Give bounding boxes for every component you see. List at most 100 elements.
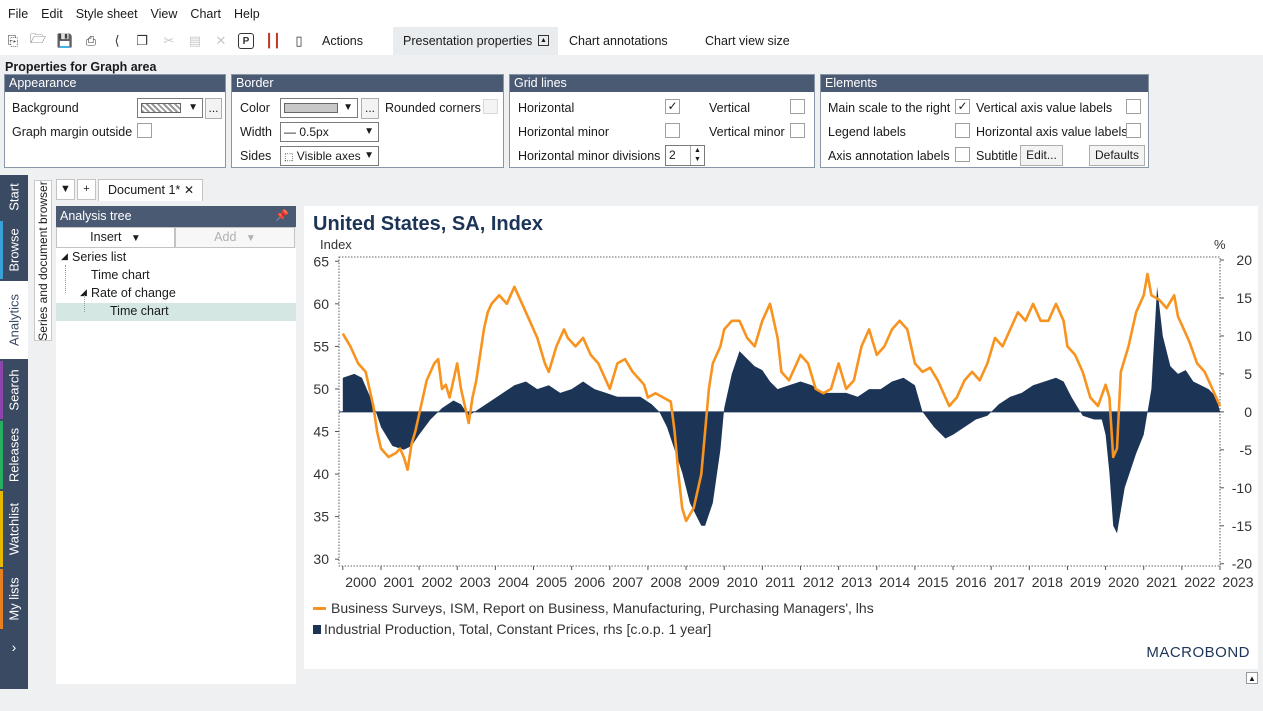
tree-item-rate-of-change[interactable]: Rate of change <box>91 286 176 300</box>
vertical-checkbox[interactable] <box>790 99 805 114</box>
menu-file[interactable]: File <box>8 6 29 21</box>
menu-view[interactable]: View <box>150 6 178 21</box>
sides-icon: ⬚ <box>284 152 294 163</box>
pin-icon[interactable]: 📌 <box>275 210 289 222</box>
border-sides-combo[interactable]: ⬚ Visible axes ▼ <box>280 146 379 166</box>
collapse-triangle-icon[interactable]: ◢ <box>61 251 68 261</box>
horizontal-value-labels-label: Horizontal axis value labels <box>976 125 1128 139</box>
border-color-more-button[interactable]: ... <box>361 98 379 119</box>
cut-icon[interactable]: ✂ <box>163 33 175 48</box>
subtitle-label: Subtitle <box>976 149 1018 163</box>
x-tick-label: 2008 <box>650 574 681 590</box>
rounded-corners-checkbox[interactable] <box>483 99 498 114</box>
new-document-icon[interactable]: ⎘ <box>7 33 19 48</box>
tree-item-time-chart-2[interactable]: Time chart <box>110 304 169 318</box>
collapse-icon[interactable]: ▲ <box>538 35 549 46</box>
tab-list-dropdown[interactable]: ▼ <box>56 179 75 200</box>
nav-browse[interactable]: Browse <box>0 221 28 279</box>
background-more-button[interactable]: ... <box>205 98 222 119</box>
main-scale-checkbox[interactable]: ✓ <box>955 99 970 114</box>
series-document-browser-tab[interactable]: Series and document browser <box>34 180 52 341</box>
analysis-tree-title: Analysis tree <box>60 209 132 223</box>
horizontal-checkbox[interactable]: ✓ <box>665 99 680 114</box>
right-tick-label: 20 <box>1236 252 1252 268</box>
elements-header: Elements <box>821 75 1148 92</box>
document-tab[interactable]: Document 1* ✕ <box>98 179 203 201</box>
edit-button[interactable]: Edit... <box>1020 145 1063 166</box>
page-size-icon[interactable]: ▯ <box>295 33 303 48</box>
axis-annotation-label: Axis annotation labels <box>828 149 950 163</box>
right-tick-label: 15 <box>1236 290 1252 306</box>
background-combo[interactable]: ▼ <box>137 98 203 118</box>
presentation-mode-icon[interactable]: P <box>238 33 254 49</box>
add-button[interactable]: Add ▼ <box>175 227 295 248</box>
legend-line-swatch <box>313 606 326 610</box>
print-icon[interactable]: ⎙ <box>85 33 97 48</box>
expand-nav-icon[interactable]: › <box>11 639 17 655</box>
minor-divisions-spinner[interactable]: 2 ▲ ▼ <box>665 145 705 166</box>
border-color-combo[interactable]: ▼ <box>280 98 358 118</box>
tree-item-series-list[interactable]: Series list <box>72 250 127 264</box>
axis-annotation-checkbox[interactable] <box>955 147 970 162</box>
border-width-combo[interactable]: — 0.5px ▼ <box>280 122 379 142</box>
legend-labels-checkbox[interactable] <box>955 123 970 138</box>
graph-margin-checkbox[interactable] <box>137 123 152 138</box>
tab-presentation-properties[interactable]: Presentation properties ▲ <box>393 27 558 55</box>
defaults-button[interactable]: Defaults <box>1089 145 1145 166</box>
tree-connector <box>65 265 66 293</box>
share-icon[interactable]: ⟨ <box>114 33 120 48</box>
menu-help[interactable]: Help <box>234 6 260 21</box>
tree-selection-highlight <box>56 303 296 321</box>
paste-icon[interactable]: ▤ <box>188 33 202 48</box>
tab-actions[interactable]: Actions <box>322 34 363 48</box>
x-tick-label: 2006 <box>574 574 605 590</box>
tree-item-time-chart[interactable]: Time chart <box>91 268 150 282</box>
chart-area[interactable]: 30 35 40 45 50 55 60 65 -20 -15 -10 -5 0 5 10 15 20 2000 2… <box>304 206 1258 669</box>
nav-my-lists[interactable]: My lists <box>0 569 28 629</box>
vertical-minor-checkbox[interactable] <box>790 123 805 138</box>
nav-browse-label: Browse <box>6 228 22 272</box>
nav-start[interactable]: Start <box>0 175 28 219</box>
insert-button[interactable]: Insert ▼ <box>56 227 175 248</box>
vertical-value-labels-checkbox[interactable] <box>1126 99 1141 114</box>
scroll-up-icon[interactable]: ▲ <box>1246 672 1258 684</box>
tab-chart-annotations[interactable]: Chart annotations <box>569 34 668 48</box>
x-tick-label: 2023 <box>1222 574 1253 590</box>
border-sides-value: Visible axes <box>296 149 361 163</box>
spin-up-icon[interactable]: ▲ <box>690 146 704 155</box>
nav-start-label: Start <box>6 183 22 211</box>
collapse-triangle-icon[interactable]: ◢ <box>80 287 87 297</box>
menu-edit[interactable]: Edit <box>41 6 63 21</box>
minor-divisions-value: 2 <box>669 148 676 162</box>
left-tick-label: 55 <box>313 338 329 354</box>
border-group: Border Color ▼ ... Rounded corners Width… <box>231 74 504 168</box>
legend-label-ism: Business Surveys, ISM, Report on Busines… <box>331 600 874 616</box>
x-tick-label: 2022 <box>1184 574 1215 590</box>
nav-my-lists-label: My lists <box>6 577 22 621</box>
grid-lines-group: Grid lines Horizontal ✓ Vertical Horizon… <box>509 74 815 168</box>
save-icon[interactable]: 💾 <box>56 33 74 48</box>
menu-chart[interactable]: Chart <box>190 6 221 21</box>
horizontal-value-labels-checkbox[interactable] <box>1126 123 1141 138</box>
chart-type-icon[interactable]: ┃┃ <box>265 33 281 48</box>
nav-watchlist[interactable]: Watchlist <box>0 491 28 567</box>
right-tick-label: -10 <box>1232 480 1252 496</box>
x-tick-label: 2007 <box>612 574 643 590</box>
nav-search[interactable]: Search <box>0 361 28 419</box>
right-tick-label: -5 <box>1240 442 1253 458</box>
close-icon[interactable]: ✕ <box>183 183 194 197</box>
horizontal-minor-checkbox[interactable] <box>665 123 680 138</box>
new-tab-button[interactable]: + <box>77 179 96 200</box>
menu-style-sheet[interactable]: Style sheet <box>75 6 138 21</box>
nav-browse-accent <box>0 221 3 279</box>
properties-title: Properties for Graph area <box>5 60 157 74</box>
tab-chart-view-size[interactable]: Chart view size <box>705 34 790 48</box>
copy-icon[interactable]: ❐ <box>136 33 148 48</box>
open-folder-icon[interactable]: 🗁 <box>29 31 47 46</box>
spin-down-icon[interactable]: ▼ <box>690 155 704 165</box>
nav-analytics[interactable]: Analytics <box>0 281 28 359</box>
x-tick-label: 2015 <box>917 574 948 590</box>
right-tick-label: 0 <box>1244 404 1252 420</box>
delete-icon[interactable]: ✕ <box>215 33 227 48</box>
nav-releases[interactable]: Releases <box>0 421 28 489</box>
